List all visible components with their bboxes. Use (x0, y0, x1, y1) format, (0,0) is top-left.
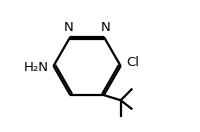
Text: Cl: Cl (126, 56, 139, 69)
Text: H₂N: H₂N (23, 61, 48, 74)
Text: N: N (100, 21, 110, 34)
Text: N: N (64, 21, 74, 34)
